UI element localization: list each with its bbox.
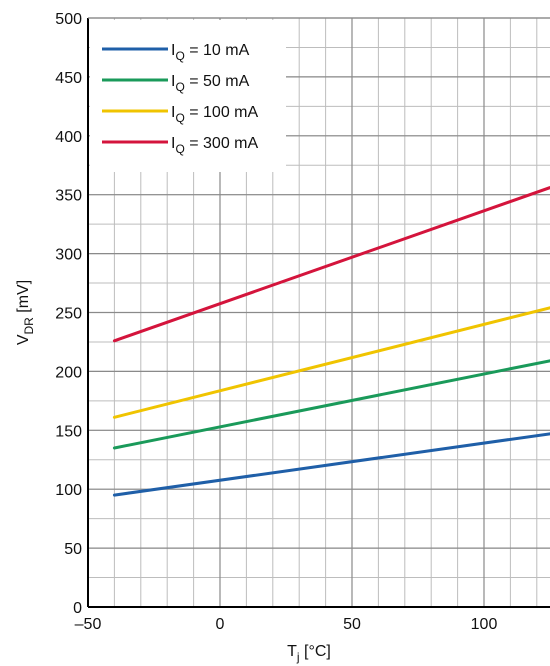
y-tick-label: 0: [73, 600, 82, 617]
series-layer: [112, 186, 550, 497]
legend-entry-3: IQ = 100 mA: [171, 104, 259, 125]
y-tick-label: 200: [55, 364, 82, 381]
series-line-3: [112, 306, 550, 419]
y-tick-label: 100: [55, 482, 82, 499]
y-tick-label: 500: [55, 11, 82, 28]
x-tick-label: –50: [75, 616, 102, 633]
legend-entry-1: IQ = 10 mA: [171, 42, 250, 63]
x-tick-label: 100: [471, 616, 498, 633]
legend-entry-2: IQ = 50 mA: [171, 73, 250, 94]
y-tick-label: 300: [55, 247, 82, 264]
legend: IQ = 10 mA IQ = 50 mA IQ = 100 mA IQ = 300 …: [90, 20, 286, 172]
x-tick-label: 50: [343, 616, 361, 633]
y-tick-label: 350: [55, 188, 82, 205]
legend-background: [90, 20, 286, 172]
y-tick-label: 150: [55, 423, 82, 440]
x-tick-label: 0: [216, 616, 225, 633]
legend-entry-4: IQ = 300 mA: [171, 135, 259, 156]
y-tick-label: 250: [55, 306, 82, 323]
y-tick-label: 400: [55, 129, 82, 146]
series-line-1: [112, 432, 550, 497]
axes: [87, 17, 550, 608]
x-axis-label: Tj [°C]: [287, 643, 331, 664]
series-line-2: [112, 359, 550, 450]
y-tick-label: 450: [55, 70, 82, 87]
y-axis-label: VDR [mV]: [15, 280, 36, 345]
series-line-4: [112, 186, 550, 343]
y-tick-label: 50: [64, 541, 82, 558]
